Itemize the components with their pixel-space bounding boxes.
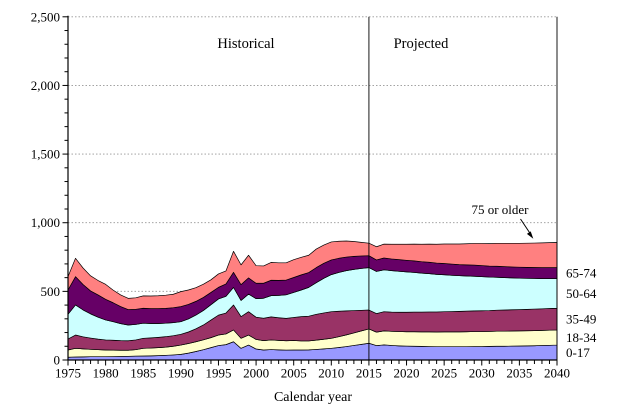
x-tick-label: 1995 (205, 366, 231, 381)
x-axis-title: Calendar year (273, 390, 353, 405)
y-tick-label: 1,000 (31, 215, 60, 230)
series-label-18-34: 18-34 (566, 330, 597, 345)
series-label-35-49: 35-49 (566, 312, 596, 327)
y-tick-label: 2,500 (31, 9, 60, 24)
x-tick-label: 2040 (544, 366, 570, 381)
series-label-65-74: 65-74 (566, 266, 597, 281)
x-tick-label: 2010 (318, 366, 344, 381)
y-tick-label: 1,500 (31, 147, 60, 162)
series-label-50-64: 50-64 (566, 286, 597, 301)
arrowhead-75-or-older (526, 231, 534, 239)
x-tick-label: 2035 (506, 366, 532, 381)
y-tick-label: 0 (54, 353, 61, 368)
x-tick-label: 2030 (469, 366, 495, 381)
y-tick-label: 2,000 (31, 78, 60, 93)
x-tick-label: 1980 (93, 366, 119, 381)
x-tick-label: 2015 (356, 366, 382, 381)
x-tick-label: 1975 (55, 366, 81, 381)
series-label-0-17: 0-17 (566, 345, 590, 360)
y-tick-label: 500 (41, 284, 61, 299)
annotation-75-or-older-label: 75 or older (471, 202, 529, 217)
annotation-projected: Projected (393, 36, 449, 52)
x-tick-label: 1985 (130, 366, 156, 381)
x-tick-label: 2000 (243, 366, 269, 381)
x-tick-label: 2020 (394, 366, 420, 381)
x-tick-label: 1990 (168, 366, 194, 381)
x-tick-label: 2005 (281, 366, 307, 381)
annotation-historical: Historical (217, 36, 275, 52)
x-tick-label: 2025 (431, 366, 457, 381)
